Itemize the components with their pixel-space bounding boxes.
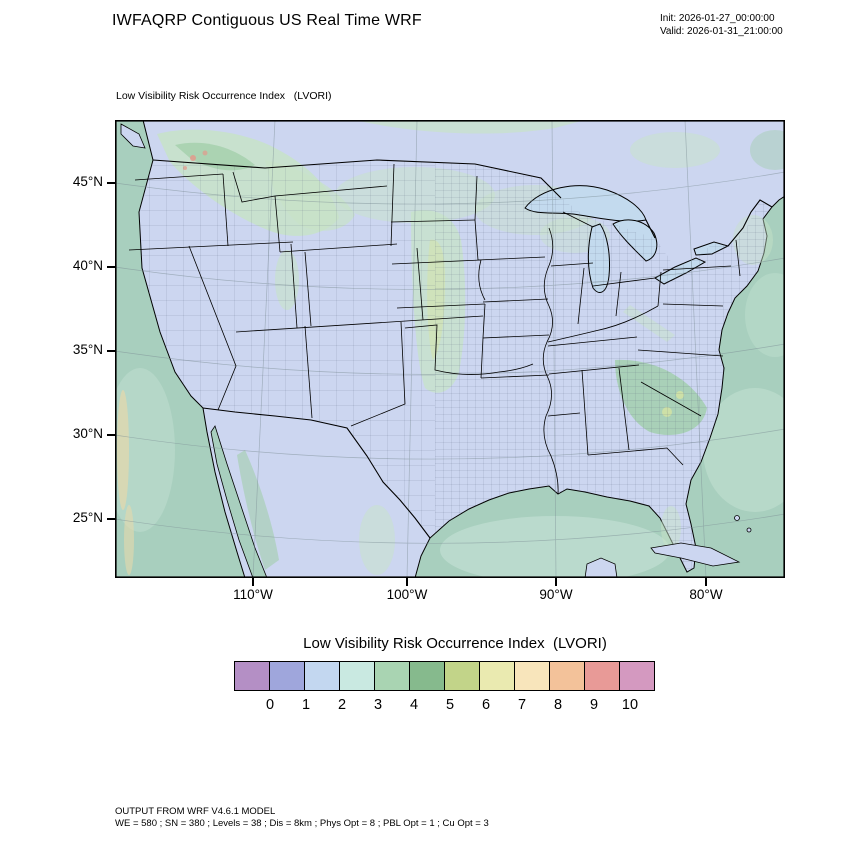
colorbar-swatch	[409, 661, 445, 691]
map-plot	[115, 120, 785, 578]
colorbar-tick-label: 5	[445, 697, 455, 713]
field-subtitle: Low Visibility Risk Occurrence Index (LV…	[116, 90, 332, 102]
y-axis-label: 40°N	[72, 258, 103, 273]
colorbar-tick-label: 10	[621, 697, 639, 713]
colorbar-swatch	[304, 661, 340, 691]
colorbar-swatch	[339, 661, 375, 691]
colorbar-tick-label: 8	[553, 697, 563, 713]
yucatan	[584, 557, 618, 578]
state-borders-layer	[128, 163, 741, 495]
x-axis-label: 80°W	[689, 587, 723, 602]
model-valid-time: Valid: 2026-01-31_21:00:00	[660, 26, 783, 37]
footer-model-line: OUTPUT FROM WRF V4.6.1 MODEL	[115, 806, 276, 817]
init-valid-block: Init: 2026-01-27_00:00:00 Valid: 2026-01…	[660, 12, 783, 38]
colorbar-swatch	[234, 661, 270, 691]
colorbar-tick-label: 6	[481, 697, 491, 713]
colorbar-labels: 0 1 2 3 4 5 6 7 8 9 10	[234, 697, 666, 715]
x-axis-label: 100°W	[386, 587, 428, 602]
us-map-svg	[115, 120, 785, 578]
colorbar-swatch	[374, 661, 410, 691]
colorbar-tick-label: 9	[589, 697, 599, 713]
colorbar-tick-label: 4	[409, 697, 419, 713]
y-axis-tick	[107, 182, 115, 184]
colorbar-tick-label: 2	[337, 697, 347, 713]
colorbar	[234, 661, 655, 691]
model-init-time: Init: 2026-01-27_00:00:00	[660, 13, 775, 24]
colorbar-swatch	[549, 661, 585, 691]
plot-title: IWFAQRP Contiguous US Real Time WRF	[112, 12, 422, 29]
y-axis-tick	[107, 350, 115, 352]
y-axis-tick	[107, 266, 115, 268]
colorbar-tick-label: 0	[265, 697, 275, 713]
y-axis-label: 35°N	[72, 342, 103, 357]
colorbar-swatch	[444, 661, 480, 691]
x-axis-label: 90°W	[539, 587, 573, 602]
national-borders-layer	[152, 159, 773, 539]
x-axis-tick	[705, 578, 707, 586]
cuba	[650, 542, 741, 567]
colorbar-tick-label: 3	[373, 697, 383, 713]
footer-config-line: WE = 580 ; SN = 380 ; Levels = 38 ; Dis …	[115, 818, 489, 829]
colorbar-tick-label: 1	[301, 697, 311, 713]
islands-layer	[584, 515, 752, 578]
y-axis-label: 30°N	[72, 426, 103, 441]
y-axis-label: 45°N	[72, 174, 103, 189]
colorbar-tick-label: 7	[517, 697, 527, 713]
y-axis-tick	[107, 518, 115, 520]
x-axis-label: 110°W	[233, 587, 273, 602]
colorbar-swatch	[269, 661, 305, 691]
colorbar-swatch	[479, 661, 515, 691]
x-axis-tick	[252, 578, 254, 586]
map-frame	[115, 120, 785, 578]
x-axis-tick	[406, 578, 408, 586]
footer-block: OUTPUT FROM WRF V4.6.1 MODEL WE = 580 ; …	[115, 806, 489, 830]
colorbar-title: Low Visibility Risk Occurrence Index (LV…	[303, 635, 607, 652]
colorbar-swatch	[619, 661, 655, 691]
colorbar-swatch	[584, 661, 620, 691]
colorbar-swatch	[514, 661, 550, 691]
y-axis-tick	[107, 434, 115, 436]
y-axis-label: 25°N	[72, 510, 103, 525]
x-axis-tick	[555, 578, 557, 586]
